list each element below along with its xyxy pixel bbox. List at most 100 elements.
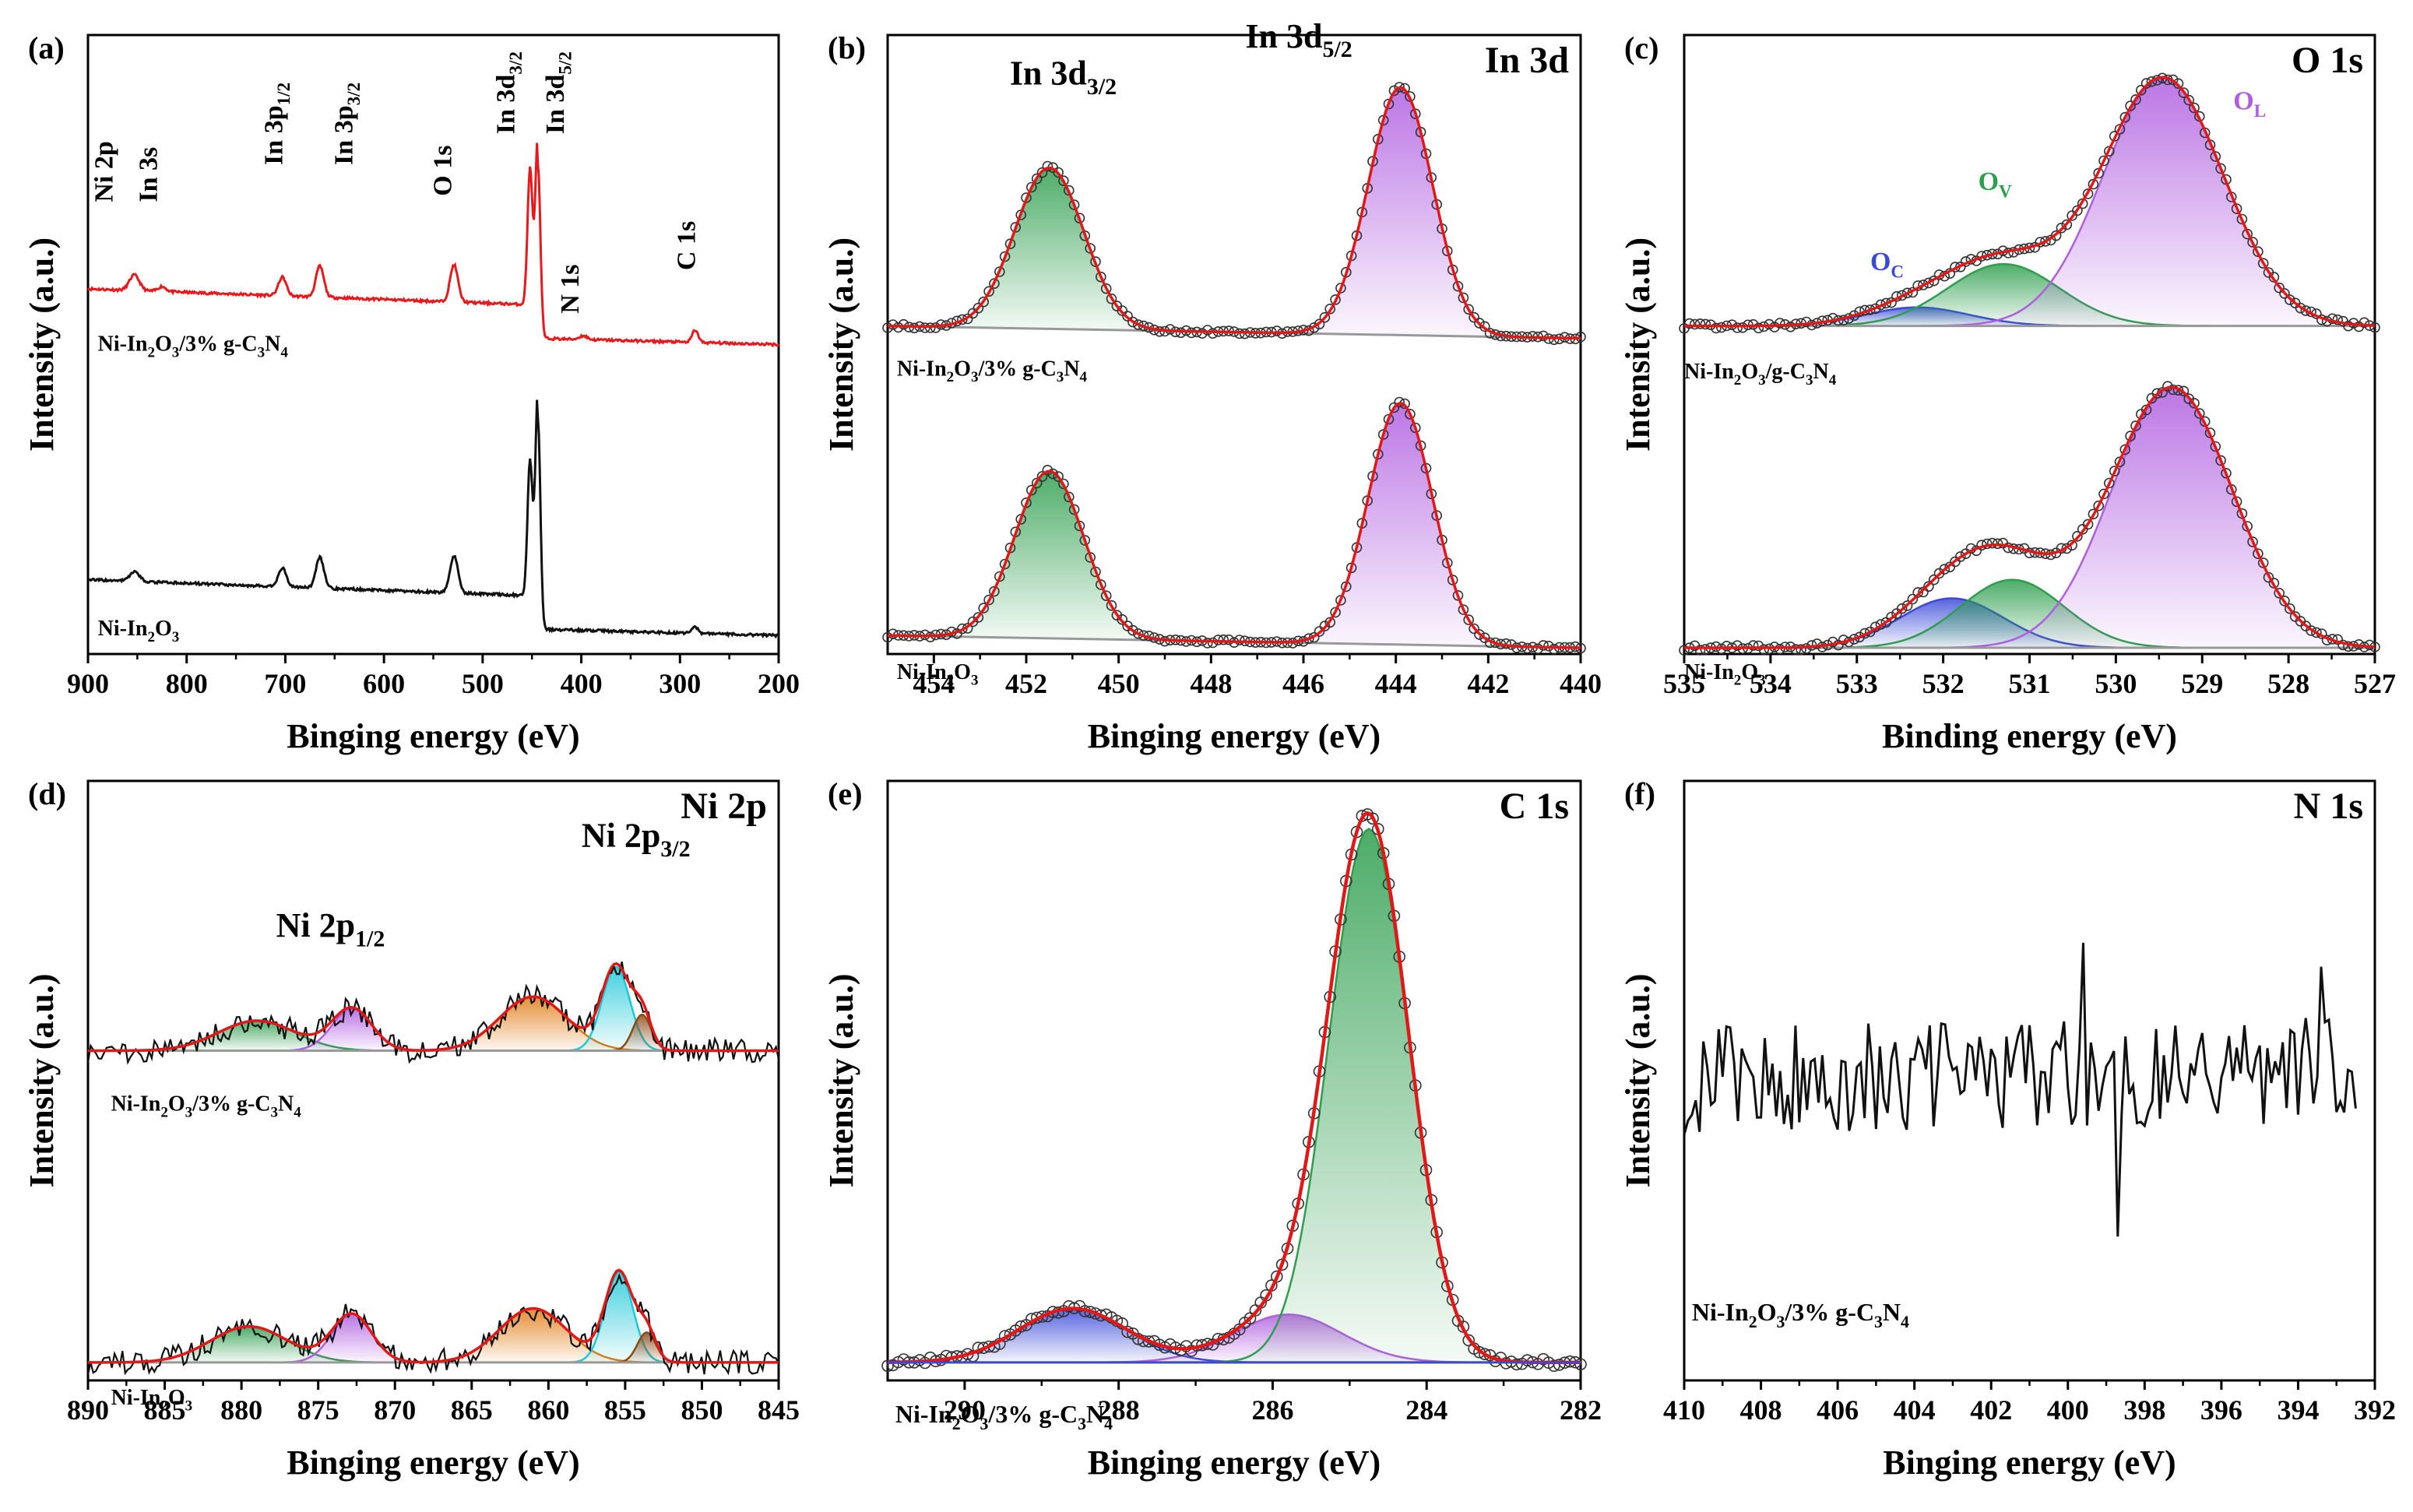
- peak-annotation: O 1s: [428, 146, 457, 196]
- fit-envelope: [1684, 76, 2376, 328]
- data-point: [2119, 111, 2131, 123]
- data-point: [1388, 402, 1400, 413]
- component-annotation: OL: [2233, 86, 2266, 121]
- x-tick-label: 527: [2354, 668, 2396, 699]
- data-point: [1458, 292, 1469, 304]
- data-point: [1753, 322, 1764, 334]
- component-fill-green: [1805, 579, 2220, 648]
- x-tick-label: 800: [166, 668, 208, 699]
- data-point: [1212, 635, 1224, 645]
- panel-label: (f): [1624, 776, 1655, 811]
- x-tick-label: 860: [527, 1394, 569, 1426]
- component-fill-orange: [398, 997, 669, 1051]
- data-point: [2257, 258, 2269, 269]
- data-point: [1886, 611, 1897, 623]
- fit-envelope: [88, 962, 779, 1053]
- data-point: [909, 322, 920, 334]
- data-point: [2210, 441, 2221, 452]
- component-fill-purple: [1271, 87, 1530, 338]
- x-tick-label: 880: [220, 1394, 262, 1426]
- x-tick-label: 394: [2277, 1394, 2319, 1426]
- data-point: [1068, 199, 1080, 210]
- data-point: [1122, 311, 1133, 322]
- x-tick-label: 530: [2095, 668, 2137, 699]
- data-point: [920, 322, 930, 333]
- data-point: [2040, 236, 2051, 247]
- data-point: [999, 251, 1011, 262]
- component-fill-purple: [272, 1008, 432, 1051]
- data-point: [1553, 1359, 1566, 1371]
- data-point: [2151, 388, 2163, 399]
- data-point: [1324, 303, 1335, 315]
- data-point: [1106, 600, 1117, 611]
- panel-label: (e): [828, 776, 862, 811]
- x-tick-label: 290: [944, 1394, 986, 1426]
- data-point: [1479, 321, 1490, 332]
- data-point: [2140, 404, 2152, 416]
- data-point: [1775, 318, 1785, 329]
- data-point: [1042, 160, 1053, 172]
- data-point: [1324, 617, 1335, 628]
- data-point: [1538, 640, 1549, 651]
- data-point: [1133, 319, 1144, 330]
- data-point: [1079, 535, 1091, 546]
- data-point: [1700, 318, 1711, 330]
- component-fill-brown: [610, 1332, 684, 1363]
- data-point: [1944, 561, 1955, 573]
- data-point: [930, 322, 941, 333]
- data-point: [1026, 181, 1037, 193]
- panel-label: (b): [828, 30, 866, 65]
- data-point: [1896, 603, 1908, 614]
- data-point: [882, 631, 893, 643]
- series-line-red: [86, 142, 780, 348]
- data-point: [1462, 1334, 1475, 1347]
- data-point: [2093, 167, 2104, 179]
- panel-title: In 3d: [1485, 40, 1569, 81]
- data-point: [1574, 1358, 1587, 1371]
- data-point: [1918, 586, 1929, 598]
- panel-title: Ni 2p: [681, 786, 767, 827]
- y-axis-label: Intensity (a.u.): [822, 973, 860, 1187]
- data-point: [2295, 302, 2306, 314]
- data-point: [1775, 643, 1785, 655]
- component-annotation: OV: [1979, 167, 2012, 202]
- data-point: [1096, 271, 1106, 283]
- y-axis-label: Intensity (a.u.): [1619, 973, 1657, 1187]
- x-tick-label: 500: [462, 668, 504, 699]
- data-point: [1058, 175, 1069, 186]
- panel-label: (c): [1624, 30, 1658, 65]
- x-tick-label: 400: [2047, 1394, 2089, 1426]
- data-point: [1907, 593, 1919, 605]
- data-point: [978, 603, 989, 614]
- fit-envelope: [888, 811, 1581, 1365]
- data-point: [888, 628, 899, 640]
- data-point: [2215, 163, 2226, 174]
- panel-e: 290 288 286 284 282 Binging energy (eV) Intens…: [822, 776, 1602, 1482]
- data-point: [1330, 294, 1341, 305]
- data-point: [2093, 500, 2104, 512]
- data-point: [1939, 564, 1950, 575]
- data-point: [1197, 328, 1208, 339]
- data-point: [2274, 587, 2285, 599]
- data-point: [2050, 230, 2062, 241]
- x-tick-label: 900: [67, 668, 109, 699]
- x-tick-label: 534: [1750, 668, 1792, 699]
- data-point: [2178, 87, 2190, 98]
- data-point: [1758, 644, 1770, 656]
- data-point: [1314, 318, 1325, 330]
- data-point: [2358, 317, 2370, 329]
- data-point: [989, 585, 1000, 597]
- data-point: [1388, 85, 1400, 97]
- data-point: [2343, 320, 2354, 332]
- data-point: [882, 322, 893, 333]
- x-tick-label: 600: [363, 668, 405, 699]
- data-point: [2119, 444, 2131, 455]
- data-point: [2221, 467, 2232, 479]
- fit-envelope: [887, 402, 1581, 649]
- component-fill-purple: [1930, 388, 2375, 648]
- component-fill-brown: [605, 1014, 679, 1051]
- series-label: Ni-In2O3: [897, 660, 979, 689]
- data-point: [1549, 334, 1560, 346]
- raw-data-line: [86, 1272, 780, 1376]
- peak-annotation: C 1s: [672, 221, 701, 270]
